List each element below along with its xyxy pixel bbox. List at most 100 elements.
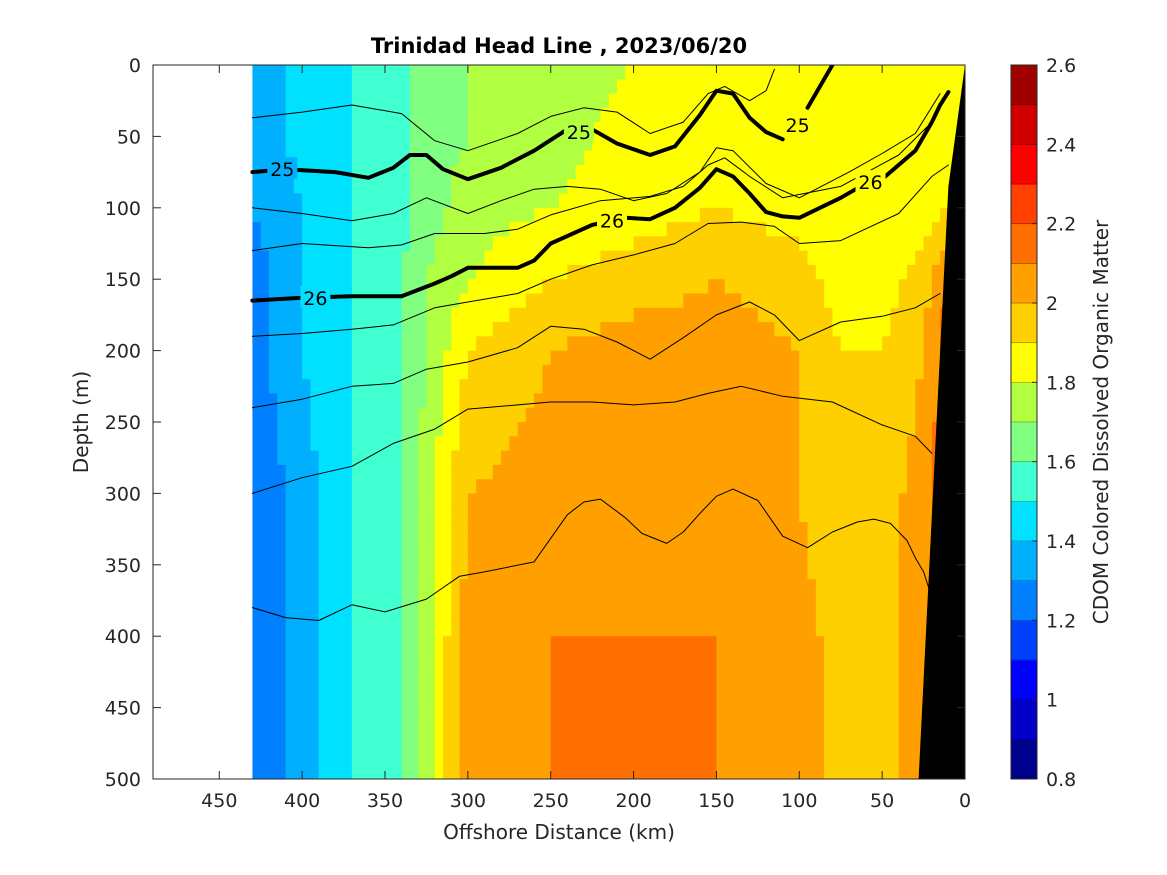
field-cell [567, 593, 577, 609]
field-cell [749, 79, 759, 95]
field-cell [260, 479, 270, 494]
field-cell [882, 493, 892, 509]
field-cell [583, 322, 593, 337]
field-cell [509, 336, 519, 352]
field-cell [434, 764, 444, 779]
field-cell [567, 550, 577, 566]
field-cell [873, 564, 883, 580]
field-cell [774, 464, 784, 480]
field-cell [269, 379, 278, 395]
field-cell [766, 550, 776, 566]
field-cell [351, 250, 361, 266]
field-cell [625, 664, 635, 680]
field-cell [650, 79, 660, 95]
field-cell [351, 564, 361, 580]
field-cell [675, 450, 684, 466]
field-cell [691, 493, 701, 509]
field-cell [782, 250, 792, 266]
field-cell [749, 264, 759, 280]
x-tick-label: 400 [284, 790, 320, 812]
field-cell [401, 364, 411, 380]
field-cell [360, 264, 370, 280]
field-cell [683, 607, 693, 623]
field-cell [343, 393, 353, 409]
field-cell [318, 407, 328, 423]
field-cell [501, 436, 510, 452]
field-cell [741, 521, 751, 537]
field-cell [542, 93, 552, 109]
field-cell [683, 322, 693, 337]
field-cell [882, 436, 892, 452]
field-cell [343, 464, 353, 480]
field-cell [293, 364, 303, 380]
field-cell [907, 279, 916, 295]
field-cell [600, 636, 610, 652]
field-cell [484, 336, 494, 352]
field-cell [733, 507, 742, 523]
field-cell [915, 464, 925, 480]
field-cell [252, 79, 262, 95]
field-cell [376, 607, 386, 623]
field-cell [791, 579, 800, 594]
field-cell [865, 564, 875, 580]
field-cell [351, 122, 361, 137]
field-cell [931, 222, 941, 237]
field-cell [600, 264, 610, 280]
field-cell [857, 721, 867, 737]
field-cell [434, 222, 444, 237]
field-cell [617, 236, 626, 252]
field-cell [351, 464, 361, 480]
field-cell [484, 607, 494, 623]
field-cell [409, 693, 419, 709]
field-cell [385, 664, 394, 680]
field-cell [907, 264, 916, 280]
field-cell [940, 107, 950, 123]
field-cell [898, 650, 908, 666]
field-cell [501, 507, 510, 523]
field-cell [583, 750, 593, 766]
field-cell [393, 307, 403, 323]
field-cell [401, 193, 411, 209]
field-cell [434, 207, 444, 223]
field-cell [724, 122, 734, 137]
field-cell [343, 707, 353, 723]
field-cell [666, 393, 676, 409]
field-cell [559, 293, 568, 309]
field-cell [741, 707, 751, 723]
field-cell [633, 65, 643, 80]
field-cell [625, 736, 635, 752]
field-cell [260, 107, 270, 123]
field-cell [849, 650, 858, 666]
field-cell [592, 707, 602, 723]
field-cell [815, 564, 825, 580]
field-cell [409, 621, 419, 637]
field-cell [807, 336, 817, 352]
field-cell [583, 350, 593, 366]
field-cell [393, 379, 403, 395]
field-cell [501, 379, 510, 395]
field-cell [625, 307, 635, 323]
field-cell [865, 364, 875, 380]
field-cell [824, 721, 834, 737]
field-cell [617, 193, 626, 209]
field-cell [484, 222, 494, 237]
field-cell [774, 436, 784, 452]
field-cell [467, 650, 477, 666]
field-cell [376, 493, 386, 509]
field-cell [302, 150, 312, 166]
field-cell [575, 293, 585, 309]
field-cell [285, 479, 295, 494]
field-cell [832, 621, 842, 637]
field-cell [351, 107, 361, 123]
field-cell [335, 679, 345, 694]
field-cell [840, 536, 850, 552]
field-cell [600, 307, 610, 323]
field-cell [451, 636, 461, 652]
field-cell [865, 379, 875, 395]
field-cell [824, 93, 834, 109]
y-tick-label: 350 [105, 555, 141, 577]
field-cell [542, 350, 552, 366]
field-cell [815, 322, 825, 337]
field-cell [327, 350, 336, 366]
field-cell [832, 407, 842, 423]
